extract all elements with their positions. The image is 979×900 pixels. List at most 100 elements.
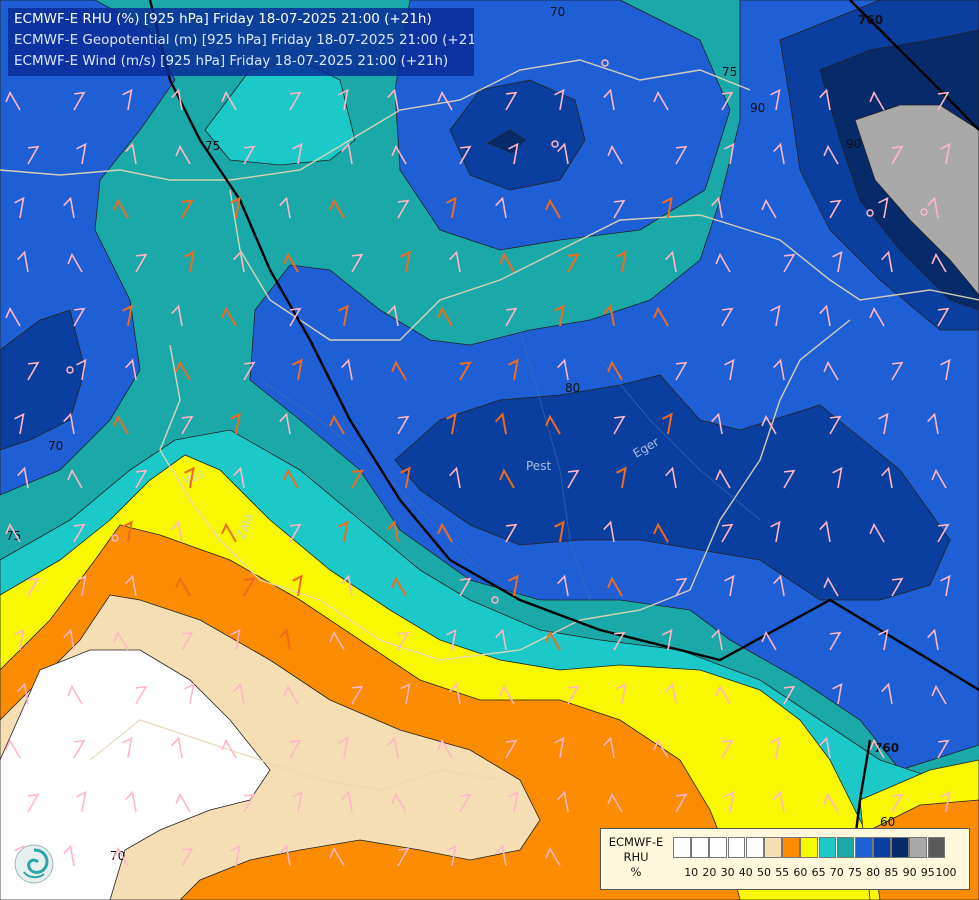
wind-barb-icon (554, 736, 565, 759)
wind-barb-icon (770, 88, 781, 111)
wind-barb-icon (721, 91, 734, 111)
wind-barb-icon (545, 198, 561, 219)
wind-barb-icon (171, 88, 183, 111)
wind-barb-icon (459, 145, 472, 165)
wind-barb-icon (181, 631, 194, 651)
wind-barb-icon (927, 412, 939, 435)
wind-barb-icon (931, 252, 947, 273)
wind-barb-icon (505, 739, 518, 759)
title-rhu: ECMWF-E RHU (%) [925 hPa] Friday 18-07-2… (14, 11, 432, 27)
wind-barb-icon (181, 847, 194, 867)
wind-barb-icon (122, 520, 133, 543)
wind-barb-icon (761, 630, 777, 651)
wind-barbs (5, 59, 951, 867)
wind-barb-icon (829, 415, 842, 435)
wind-barb-icon (113, 630, 129, 651)
wind-barb-icon (5, 522, 21, 543)
legend-tick-label: 90 (902, 866, 917, 879)
contour-label: 75 (205, 139, 220, 153)
legend-swatch (854, 837, 873, 858)
wind-barb-icon (603, 88, 615, 111)
wind-barb-icon (387, 88, 399, 111)
wind-barb-icon (338, 88, 349, 111)
wind-barb-icon (63, 196, 75, 219)
wind-barb-icon (437, 738, 453, 759)
wind-calm-icon (920, 208, 928, 216)
wind-barb-icon (505, 523, 518, 543)
wind-barb-icon (675, 145, 688, 165)
wind-barb-icon (508, 574, 519, 597)
rivers (259, 329, 761, 601)
map-title-box: ECMWF-E RHU (%) [925 hPa] Friday 18-07-2… (8, 8, 474, 76)
wind-barb-icon (878, 628, 889, 651)
wind-barb-icon (891, 361, 904, 381)
wind-barb-icon (662, 196, 673, 219)
wind-barb-icon (567, 685, 580, 705)
wind-barb-icon (819, 88, 831, 111)
wind-barb-icon (292, 574, 303, 597)
wind-barb-icon (184, 250, 195, 273)
wind-barb-icon (233, 250, 245, 273)
wind-barb-icon (937, 523, 950, 543)
contour-label: 70 (48, 439, 63, 453)
wind-barb-icon (449, 682, 461, 705)
wind-barb-icon (557, 790, 569, 813)
wind-barb-icon (940, 358, 951, 381)
wind-barb-icon (329, 198, 345, 219)
wind-barb-icon (869, 522, 885, 543)
wind-barb-icon (557, 358, 569, 381)
wind-barb-icon (508, 790, 519, 813)
wind-barb-icon (878, 412, 889, 435)
wind-barb-icon (341, 142, 353, 165)
wind-barb-icon (557, 574, 569, 597)
wind-barb-icon (937, 91, 950, 111)
wind-barb-icon (499, 252, 515, 273)
wind-barb-icon (73, 739, 86, 759)
wind-barb-icon (508, 358, 519, 381)
wind-barb-icon (27, 145, 40, 165)
wind-barb-icon (386, 520, 399, 543)
wind-barb-icon (397, 415, 410, 435)
contour-labels: 70 75 75 70 75 70 80 90 90 760 760 60 (6, 5, 899, 863)
wind-barb-icon (449, 466, 461, 489)
wind-barb-icon (17, 682, 29, 705)
wind-barb-icon (221, 522, 237, 543)
wind-barb-icon (554, 304, 565, 327)
legend-swatch (745, 837, 764, 858)
wind-barb-icon (823, 576, 839, 597)
wind-barb-icon (73, 91, 86, 111)
rh-zone-80-center (394, 374, 951, 601)
wind-barb-icon (278, 628, 291, 651)
wind-barb-icon (289, 739, 302, 759)
legend-tick-label: 85 (884, 866, 899, 879)
wind-barb-icon (14, 628, 25, 651)
wind-barb-icon (243, 793, 256, 813)
legend-tick-label: 10 (684, 866, 699, 879)
contour-label: 70 (110, 849, 125, 863)
wind-barb-icon (73, 523, 86, 543)
wind-barb-icon (76, 358, 87, 381)
wind-barb-icon (338, 736, 349, 759)
wind-barb-icon (391, 360, 407, 381)
legend-title-line: % (630, 865, 642, 879)
legend-swatch (927, 837, 946, 858)
wind-barb-icon (27, 577, 40, 597)
wind-barb-icon (233, 466, 245, 489)
wind-barb-icon (125, 142, 137, 165)
legend-swatch (800, 837, 819, 858)
wind-barb-icon (437, 90, 453, 111)
wind-barb-icon (5, 306, 21, 327)
legend-swatch (709, 837, 728, 858)
wind-barb-icon (495, 196, 507, 219)
wind-barb-icon (122, 736, 133, 759)
wind-barb-icon (494, 412, 507, 435)
contour-label: 90 (846, 137, 861, 151)
wind-barb-icon (76, 574, 87, 597)
wind-barb-icon (545, 846, 561, 867)
legend-swatch (727, 837, 746, 858)
wind-calm-icon (66, 366, 74, 374)
legend-title: ECMWF-E RHU % (601, 835, 671, 880)
wind-barb-icon (459, 361, 472, 381)
